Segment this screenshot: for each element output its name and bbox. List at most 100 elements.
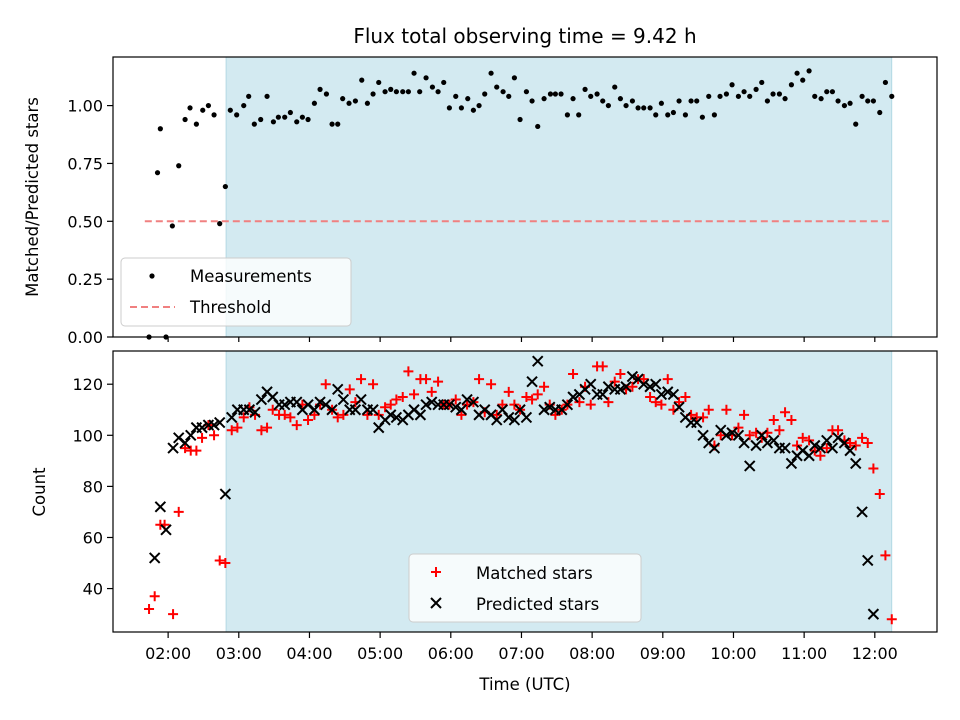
count-x-tick-label: 10:00 (710, 644, 756, 663)
measurement-point (853, 121, 859, 127)
measurement-point (729, 82, 735, 88)
measurement-point (806, 68, 812, 74)
measurement-point (359, 77, 365, 83)
count-y-tick-label: 40 (83, 580, 103, 599)
matched-star-point (309, 409, 320, 420)
matched-star-point (797, 432, 808, 443)
measurement-point (458, 105, 464, 111)
measurement-point (446, 105, 452, 111)
ratio-panel: 0.00 0.25 0.50 0.75 1.00 Matched/Predicted s… (23, 56, 938, 347)
measurement-point (282, 114, 288, 120)
measurement-point (835, 98, 841, 104)
measurement-point (635, 105, 641, 111)
matched-star-point (662, 374, 673, 385)
predicted-star-point (255, 393, 268, 406)
predicted-star-point (185, 429, 197, 442)
matched-star-point (597, 361, 608, 372)
legend-matched-label: Matched stars (476, 564, 593, 583)
measurement-point (570, 96, 576, 102)
matched-star-point (209, 430, 220, 441)
count-axes-frame (112, 350, 938, 633)
count-x-tick-label: 02:00 (145, 644, 191, 663)
matched-star-point (821, 443, 832, 454)
matched-star-point (721, 404, 732, 415)
measurement-points (146, 68, 895, 340)
predicted-star-point (626, 370, 639, 383)
predicted-star-point (673, 401, 685, 413)
measurement-point (647, 105, 653, 111)
count-y-tick-label: 80 (83, 477, 103, 496)
matched-star-point (574, 397, 585, 408)
measurement-point (193, 121, 199, 127)
measurement-point (311, 100, 318, 106)
matched-star-point (850, 440, 861, 451)
predicted-star-point (768, 434, 780, 447)
matched-star-point (774, 425, 785, 436)
measurement-point (154, 170, 161, 176)
predicted-star-point (491, 414, 503, 426)
count-x-tick-label: 07:00 (498, 644, 544, 663)
ratio-y-tick-label: 0.50 (67, 212, 103, 231)
matched-star-point (180, 443, 191, 454)
measurement-point (547, 91, 554, 97)
measurement-point (222, 183, 228, 190)
predicted-star-point (567, 391, 579, 403)
matched-star-point (568, 368, 579, 379)
count-x-tick-label: 03:00 (216, 644, 262, 663)
measurement-point (552, 91, 558, 97)
matched-star-point (509, 399, 520, 410)
predicted-star-point (561, 398, 574, 411)
matched-star-point (521, 391, 532, 402)
matched-star-point (527, 394, 538, 405)
matched-star-point (804, 435, 815, 446)
measurement-point (251, 121, 257, 127)
measurement-point (523, 89, 530, 95)
measurement-point (812, 93, 818, 99)
measurement-point (717, 93, 723, 99)
predicted-star-point (520, 411, 533, 424)
predicted-star-point (644, 381, 656, 393)
ratio-y-tick-label: 1.00 (67, 97, 103, 116)
measurement-point (352, 98, 358, 104)
measurement-point (818, 96, 824, 102)
measurement-point (558, 91, 564, 97)
measurement-point (564, 112, 571, 118)
measurement-point (317, 86, 323, 92)
measurement-point (400, 89, 406, 95)
measurement-point (582, 86, 588, 92)
matched-star-point (886, 614, 897, 625)
measurement-point (511, 75, 517, 81)
predicted-star-point (862, 554, 874, 567)
measurement-point (782, 96, 788, 102)
predicted-star-point (508, 414, 521, 426)
measurement-point (882, 79, 889, 86)
count-x-tick-label: 09:00 (640, 644, 686, 663)
matched-star-point (645, 391, 656, 402)
matched-star-point (474, 374, 485, 385)
matched-star-point (880, 550, 891, 561)
measurement-point (753, 86, 759, 92)
matched-star-point (291, 420, 302, 431)
matched-stars-points (144, 361, 897, 625)
ratio-x-ticks (167, 337, 876, 342)
measurement-point (759, 79, 765, 86)
measurement-point (241, 102, 247, 109)
ratio-legend-box (120, 257, 352, 327)
measurement-point (629, 98, 636, 104)
predicted-star-point (291, 396, 303, 408)
matched-star-point (303, 414, 314, 425)
predicted-star-point (167, 442, 179, 454)
matched-star-point (256, 425, 267, 436)
measurement-point (294, 119, 300, 125)
measurement-point (665, 112, 671, 118)
matched-star-point (149, 591, 160, 602)
measurement-point (411, 70, 417, 76)
predicted-star-point (732, 429, 745, 442)
measurement-point (211, 112, 217, 118)
matched-star-point (815, 450, 826, 461)
predicted-star-point (450, 401, 462, 413)
predicted-star-point (620, 381, 632, 393)
measurement-point (176, 163, 182, 169)
matched-star-point (173, 506, 184, 517)
predicted-star-point (667, 388, 680, 401)
